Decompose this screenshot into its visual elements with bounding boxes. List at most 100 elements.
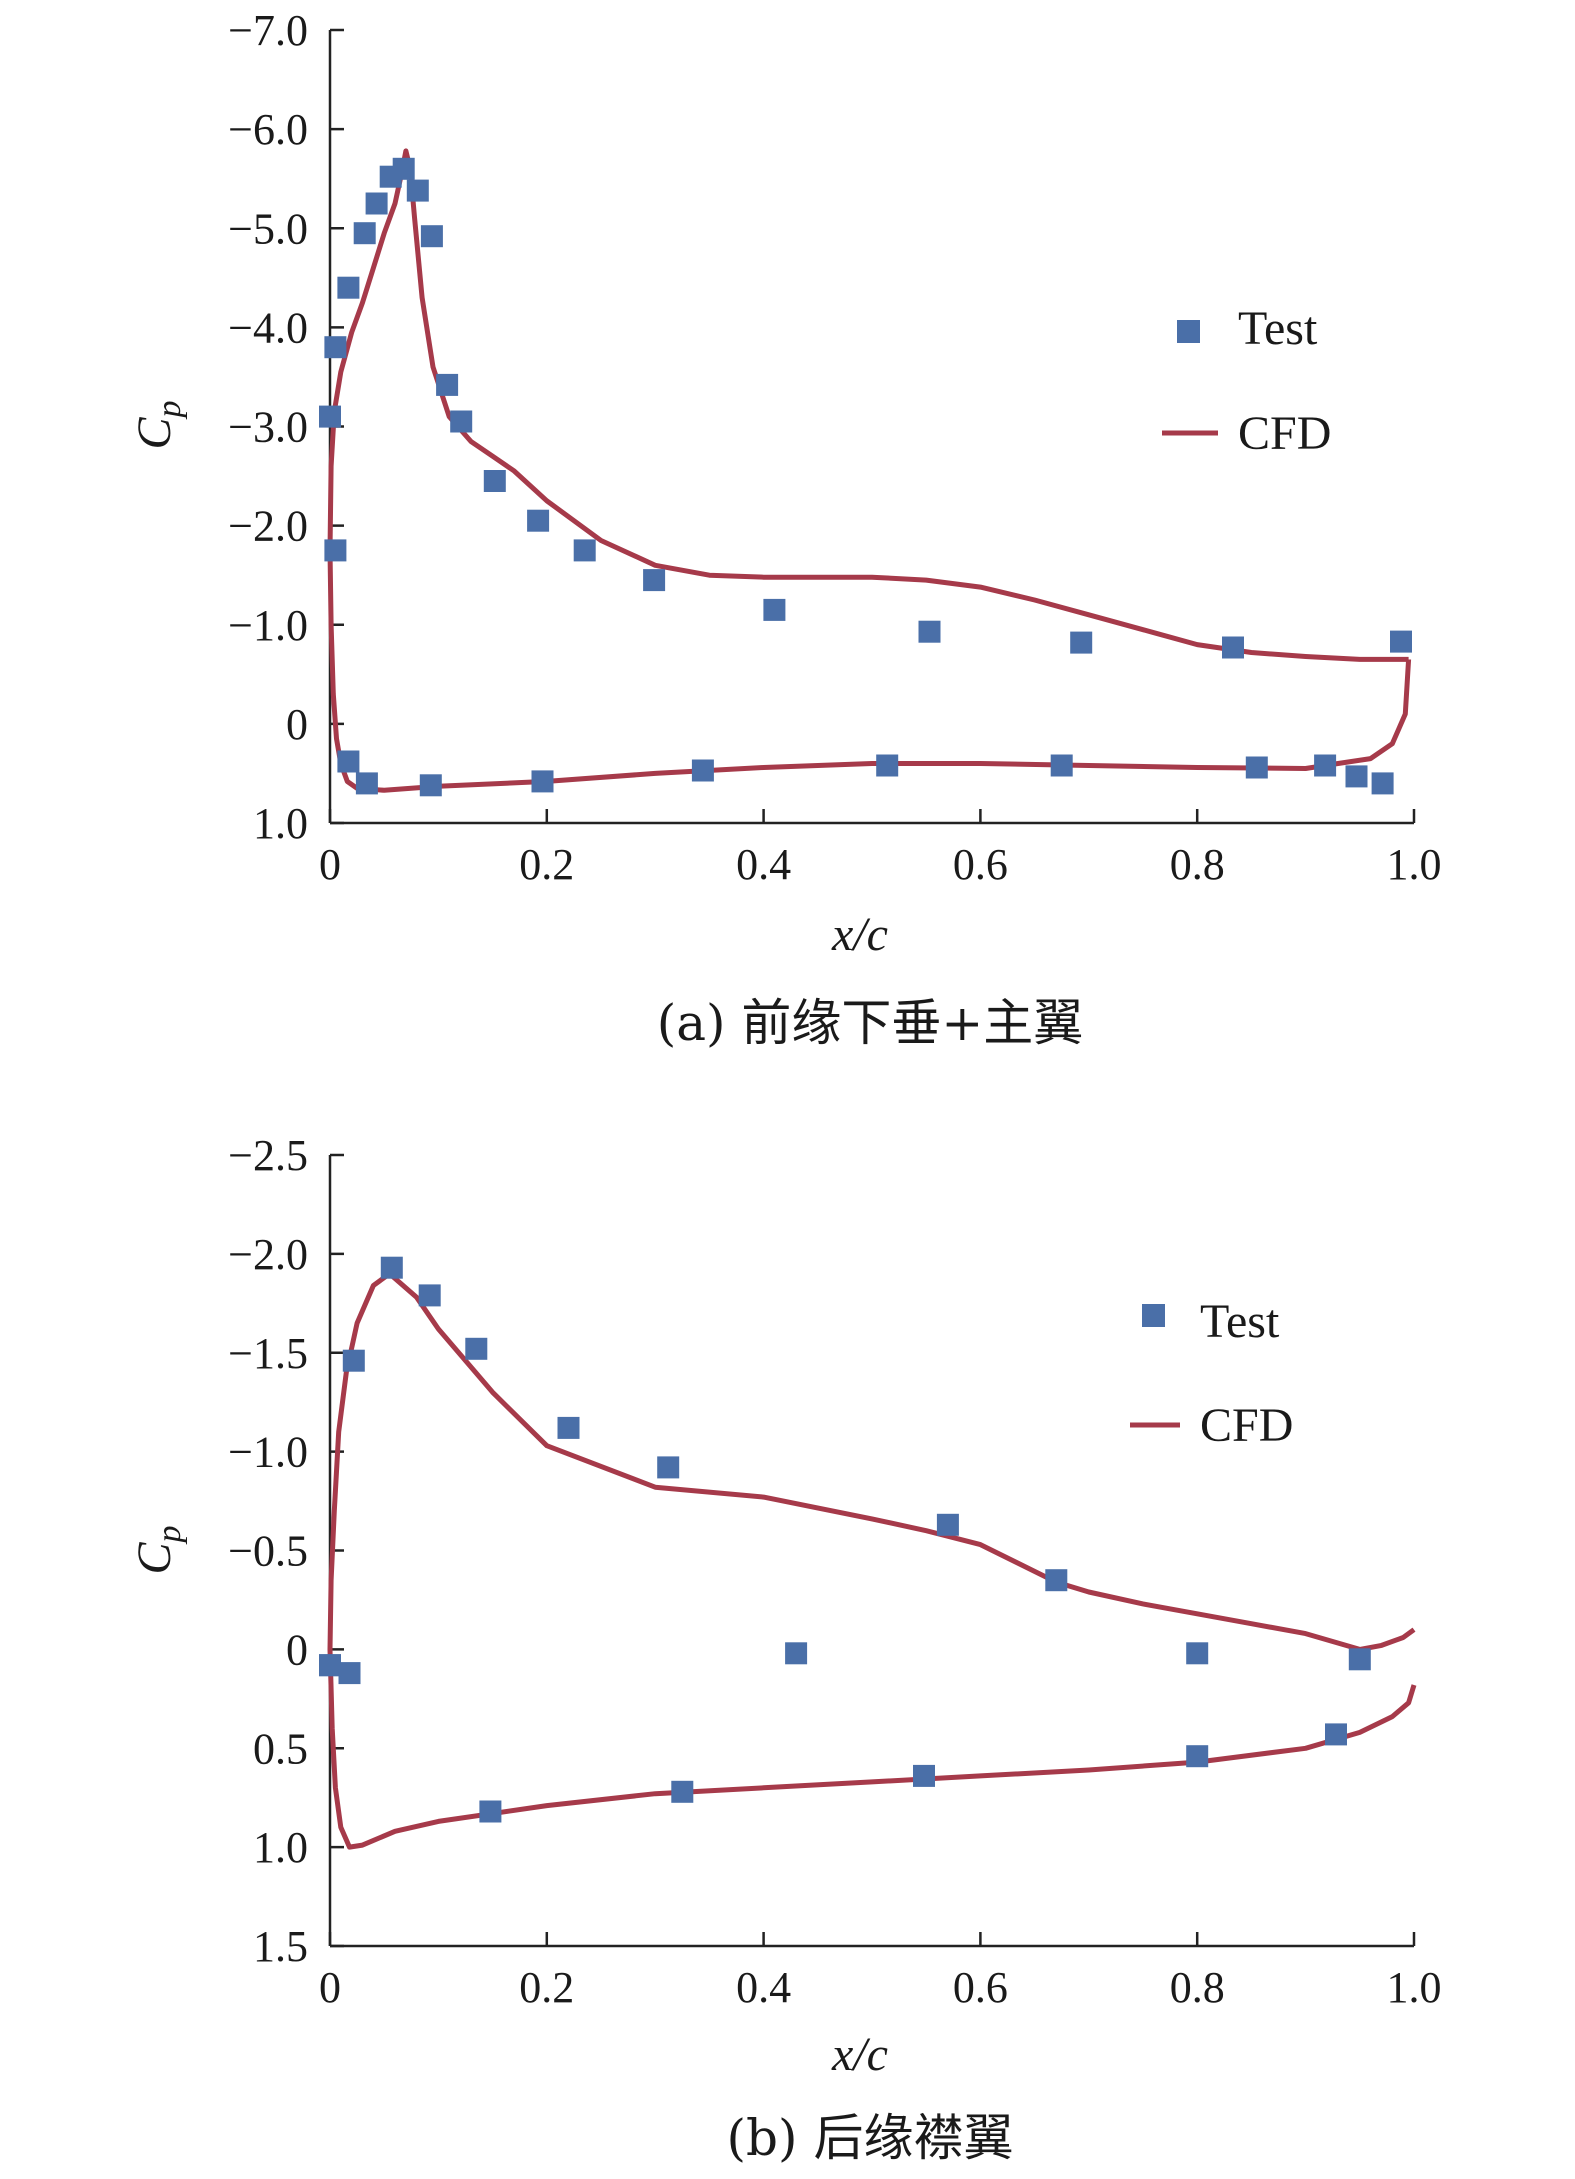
y-axis-title-b: Cp bbox=[128, 1525, 188, 1574]
y-tick-label-b-0: −2.5 bbox=[228, 1131, 308, 1180]
test-point-a-23 bbox=[419, 774, 442, 797]
test-point-a-31 bbox=[1371, 772, 1394, 795]
x-tick-label-a-3: 0.6 bbox=[953, 840, 1008, 889]
test-series-b bbox=[319, 1256, 1371, 1823]
plot-area-b: −2.5 −2.0 −1.5 −1.0 −0.5 0 0.5 1.0 1.5 0 0.2 0.4 0.… bbox=[228, 1131, 1441, 2012]
y-tick-label-b-5: 0 bbox=[286, 1625, 308, 1674]
x-tick-label-a-0: 0 bbox=[319, 840, 341, 889]
y-tick-label-b-2: −1.5 bbox=[228, 1329, 308, 1378]
y-tick-label-b-6: 0.5 bbox=[253, 1724, 308, 1773]
test-point-a-6 bbox=[392, 157, 415, 180]
test-point-a-12 bbox=[527, 509, 550, 532]
y-tick-label-b-4: −0.5 bbox=[228, 1527, 308, 1576]
cfd-line-b bbox=[327, 1271, 1417, 1850]
chart-a: −7.0−6.0−5.0−4.0−3.0−2.0−1.001.0 0 0.2 0.4… bbox=[128, 6, 1442, 1052]
legend-test-label-a: Test bbox=[1238, 302, 1318, 355]
chart-b: −2.5 −2.0 −1.5 −1.0 −0.5 0 0.5 1.0 1.5 0 0.2 0.4 0.… bbox=[128, 1131, 1442, 2167]
test-point-b-4 bbox=[418, 1284, 441, 1307]
x-ticks-b: 0 0.2 0.4 0.6 0.8 1.0 bbox=[319, 1932, 1442, 2012]
x-tick-label-b-1: 0.2 bbox=[519, 1963, 574, 2012]
caption-b: (b) 后缘襟翼 bbox=[727, 2109, 1014, 2167]
y-ticks-b: −2.5 −2.0 −1.5 −1.0 −0.5 0 0.5 1.0 1.5 bbox=[228, 1131, 344, 1971]
test-point-b-9 bbox=[936, 1513, 959, 1536]
test-point-b-3 bbox=[380, 1256, 403, 1279]
test-point-b-14 bbox=[479, 1800, 502, 1823]
x-ticks-a: 0 0.2 0.4 0.6 0.8 1.0 bbox=[319, 809, 1442, 889]
y-tick-label-a-6: −1.0 bbox=[228, 601, 308, 650]
test-point-a-14 bbox=[643, 569, 666, 592]
y-axis-title-main-b: C bbox=[128, 1542, 181, 1575]
test-point-b-17 bbox=[1186, 1745, 1209, 1768]
test-point-b-5 bbox=[465, 1337, 488, 1360]
test-point-a-15 bbox=[763, 598, 786, 621]
test-point-b-1 bbox=[338, 1662, 361, 1685]
y-tick-label-b-1: −2.0 bbox=[228, 1230, 308, 1279]
x-tick-label-b-4: 0.8 bbox=[1170, 1963, 1225, 2012]
test-point-a-8 bbox=[420, 225, 443, 248]
test-point-a-20 bbox=[324, 539, 347, 562]
y-axis-title-sub-a: p bbox=[151, 400, 188, 419]
y-ticks-a: −7.0 −6.0 −5.0 −4.0 −3.0 −2.0 −1.0 0 1.0 bbox=[228, 6, 344, 848]
plot-area-a: −7.0−6.0−5.0−4.0−3.0−2.0−1.001.0 0 0.2 0.4… bbox=[228, 6, 1441, 889]
y-tick-label-a-7: 0 bbox=[286, 700, 308, 749]
y-tick-label-b-7: 1.0 bbox=[253, 1823, 308, 1872]
test-point-b-7 bbox=[657, 1456, 680, 1479]
x-tick-label-b-0: 0 bbox=[319, 1963, 341, 2012]
x-tick-label-a-1: 0.2 bbox=[519, 840, 574, 889]
test-point-b-13 bbox=[319, 1654, 341, 1677]
y-tick-label-a-3: −4.0 bbox=[228, 303, 308, 352]
legend-cfd-label-b: CFD bbox=[1200, 1399, 1293, 1452]
caption-a: (a) 前缘下垂+主翼 bbox=[657, 994, 1084, 1052]
test-point-a-17 bbox=[1070, 631, 1093, 654]
test-point-b-10 bbox=[1045, 1569, 1068, 1592]
y-tick-label-b-3: −1.0 bbox=[228, 1428, 308, 1477]
y-tick-label-a-5: −2.0 bbox=[228, 502, 308, 551]
x-tick-label-a-4: 0.8 bbox=[1170, 840, 1225, 889]
test-point-a-2 bbox=[337, 276, 360, 299]
legend-a: Test CFD bbox=[1162, 302, 1331, 460]
test-point-b-2 bbox=[342, 1349, 365, 1372]
cfd-series-b bbox=[327, 1271, 1417, 1850]
y-axis-title-main-a: C bbox=[128, 417, 181, 450]
y-tick-label-b-8: 1.5 bbox=[253, 1922, 308, 1971]
test-point-a-9 bbox=[436, 373, 459, 396]
test-series-a bbox=[319, 157, 1412, 797]
test-point-a-26 bbox=[876, 754, 899, 777]
test-point-b-12 bbox=[1348, 1648, 1371, 1671]
test-point-b-18 bbox=[1325, 1723, 1347, 1746]
x-tick-label-a-5: 1.0 bbox=[1387, 840, 1442, 889]
test-point-a-29 bbox=[1314, 754, 1337, 777]
legend-cfd-label-a: CFD bbox=[1238, 407, 1331, 460]
test-point-a-1 bbox=[324, 336, 347, 359]
x-tick-label-a-2: 0.4 bbox=[736, 840, 791, 889]
test-point-a-0 bbox=[319, 405, 341, 428]
test-point-a-25 bbox=[691, 759, 714, 782]
test-point-a-27 bbox=[1050, 754, 1073, 777]
legend-test-marker-a bbox=[1177, 320, 1200, 343]
test-point-b-8 bbox=[785, 1642, 808, 1665]
test-point-b-6 bbox=[557, 1416, 580, 1439]
x-tick-label-b-2: 0.4 bbox=[736, 1963, 791, 2012]
legend-b: Test CFD bbox=[1130, 1295, 1293, 1452]
legend-test-label-b: Test bbox=[1200, 1295, 1280, 1348]
test-point-b-11 bbox=[1186, 1642, 1209, 1665]
y-tick-label-a-8: 1.0 bbox=[253, 799, 308, 848]
x-axis-title-b: x/c bbox=[831, 2028, 888, 2081]
test-point-a-7 bbox=[406, 179, 429, 202]
test-point-b-16 bbox=[913, 1764, 935, 1787]
test-point-a-22 bbox=[355, 772, 378, 795]
y-axis-title-sub-b: p bbox=[151, 1525, 188, 1544]
test-point-a-21 bbox=[337, 750, 360, 773]
test-point-a-18 bbox=[1222, 636, 1244, 659]
x-axis-title-a: x/c bbox=[831, 908, 888, 961]
y-tick-label-a-0: −7.0 bbox=[228, 6, 308, 55]
y-tick-label-a-2: −5.0 bbox=[228, 204, 308, 253]
test-point-a-19 bbox=[1390, 630, 1412, 653]
y-axis-title-a: Cp bbox=[128, 400, 188, 449]
test-point-a-16 bbox=[918, 620, 941, 643]
test-point-b-15 bbox=[671, 1780, 694, 1803]
test-point-a-3 bbox=[353, 222, 376, 245]
test-point-a-30 bbox=[1345, 765, 1368, 788]
y-tick-label-a-1: −6.0 bbox=[228, 105, 308, 154]
